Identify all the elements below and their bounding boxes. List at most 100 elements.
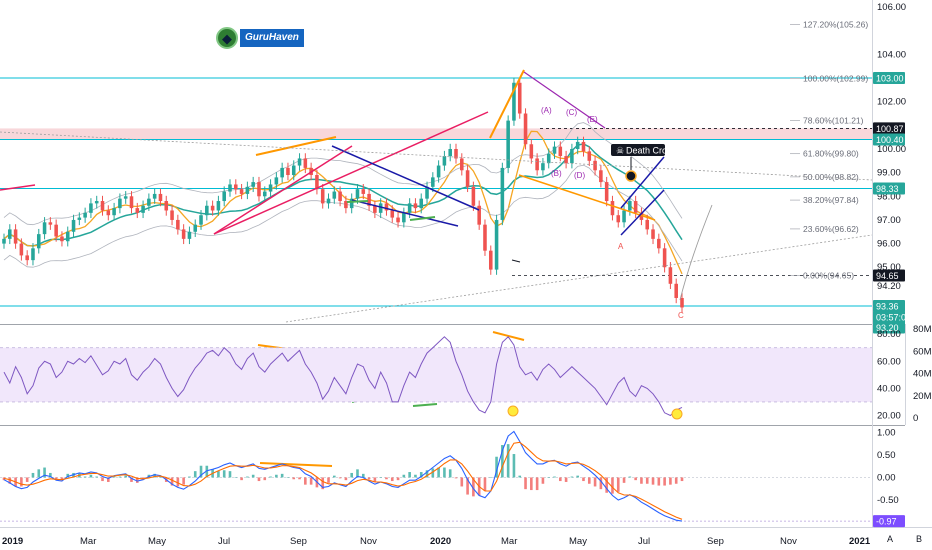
fib-level-label: 0.00%(94.65) xyxy=(803,271,854,281)
volume-tick-label: 80M xyxy=(913,324,932,335)
macd-histogram-bar xyxy=(107,477,110,482)
candle-body xyxy=(523,113,528,145)
candle-body xyxy=(657,238,661,249)
macd-histogram-bar xyxy=(37,469,41,478)
candle-body xyxy=(320,189,325,204)
candle-body xyxy=(2,238,6,244)
macd-histogram-bar xyxy=(112,476,116,478)
candle-body xyxy=(483,224,487,251)
candle-body xyxy=(500,167,505,220)
candle-body xyxy=(42,222,47,235)
candle-body xyxy=(141,205,145,213)
price-background-layer: 127.20%(105.26) 100.00%(102.99) 78.60%(101… xyxy=(0,20,872,307)
candle-body xyxy=(355,189,360,199)
auto-scale-button[interactable]: A xyxy=(887,534,894,544)
death-cross-label: Death Cross xyxy=(626,146,677,156)
macd-histogram-bar xyxy=(541,477,545,484)
candle-body xyxy=(454,148,458,159)
candle-body xyxy=(384,203,389,211)
fib-level-label: 23.60%(96.62) xyxy=(803,224,859,234)
candle-body xyxy=(593,160,597,171)
candle-body xyxy=(494,219,499,270)
moving-average-fast xyxy=(3,130,683,275)
candle-body xyxy=(25,255,29,261)
candle-body xyxy=(436,165,441,178)
candle-body xyxy=(651,229,655,239)
candle-body xyxy=(89,203,93,213)
low-marker-line xyxy=(511,259,521,263)
divergence-line-orange xyxy=(255,136,337,156)
brand-logo[interactable]: ◆ GuruHaven xyxy=(216,26,304,50)
long-trend-dotted xyxy=(0,131,873,181)
macd-histogram-bar xyxy=(483,477,487,491)
candle-body xyxy=(546,153,551,164)
macd-histogram-bar xyxy=(437,467,440,478)
candle-body xyxy=(639,212,644,220)
macd-histogram-bar xyxy=(576,475,579,478)
price-badge-label: 93.20 xyxy=(876,323,899,333)
candle-body xyxy=(488,250,493,270)
price-badge xyxy=(873,300,905,313)
candle-body xyxy=(199,215,203,225)
candle-body xyxy=(262,191,267,197)
macd-histogram-bar xyxy=(199,465,203,478)
candle-body xyxy=(581,141,586,152)
macd-histogram-bar xyxy=(49,472,52,478)
macd-histogram-bar xyxy=(616,477,620,492)
candle-body xyxy=(187,231,192,239)
candle-body xyxy=(170,210,174,220)
macd-histogram-bar xyxy=(101,477,104,482)
macd-tick-label: -0.50 xyxy=(877,495,899,506)
price-badge xyxy=(873,182,905,195)
candle-body xyxy=(100,201,105,211)
macd-histogram-bar xyxy=(582,477,585,482)
log-scale-button[interactable]: B xyxy=(916,534,923,544)
support-line-green xyxy=(346,200,369,203)
candle-body xyxy=(297,158,302,166)
candle-body xyxy=(205,205,209,216)
macd-histogram-bar xyxy=(263,477,267,481)
macd-histogram-bar xyxy=(31,472,35,478)
death-cross-annotation[interactable]: ☠ Death Cross xyxy=(611,144,677,182)
price-badge xyxy=(873,72,905,85)
candle-body xyxy=(77,217,82,220)
candle-body xyxy=(575,141,580,149)
fib-level-label: 100.00%(102.99) xyxy=(803,73,868,83)
wave-label-b: (B) xyxy=(551,169,562,178)
candle-body xyxy=(106,210,111,216)
macd-histogram-bar xyxy=(622,477,626,483)
macd-histogram-bar xyxy=(217,471,220,478)
price-badge xyxy=(873,122,905,135)
macd-histogram-bar xyxy=(593,477,597,487)
candle-body xyxy=(193,224,198,232)
time-axis-label: Jul xyxy=(638,536,650,547)
price-badge-label: 03:57:01 xyxy=(876,312,911,322)
macd-histogram-bar xyxy=(669,477,672,485)
candle-body xyxy=(413,203,418,209)
macd-histogram-bar xyxy=(547,477,551,478)
candle-body xyxy=(425,186,429,199)
price-tick-label: 106.00 xyxy=(877,2,906,13)
macd-histogram-bar xyxy=(95,476,99,478)
macd-histogram-bar xyxy=(385,477,388,480)
macd-histogram-bar xyxy=(25,477,29,482)
macd-histogram-bar xyxy=(309,477,313,485)
candle-body xyxy=(506,120,510,168)
candle-body xyxy=(181,229,186,239)
candle-body xyxy=(402,212,406,223)
candle-body xyxy=(31,248,35,261)
candle-body xyxy=(517,82,522,114)
candle-body xyxy=(135,208,140,213)
brand-name: GuruHaven xyxy=(240,29,304,47)
macd-signal-line xyxy=(3,441,683,520)
macd-histogram-bar xyxy=(205,465,209,478)
candle-body xyxy=(274,177,279,185)
price-badge-label: 93.36 xyxy=(876,302,899,312)
candle-body xyxy=(390,210,395,218)
wave-label-e: (E) xyxy=(587,115,598,124)
price-tick-label: 95.00 xyxy=(877,262,901,273)
macd-line xyxy=(3,430,683,522)
diamond-icon: ◆ xyxy=(216,27,238,49)
candle-body xyxy=(570,148,574,164)
